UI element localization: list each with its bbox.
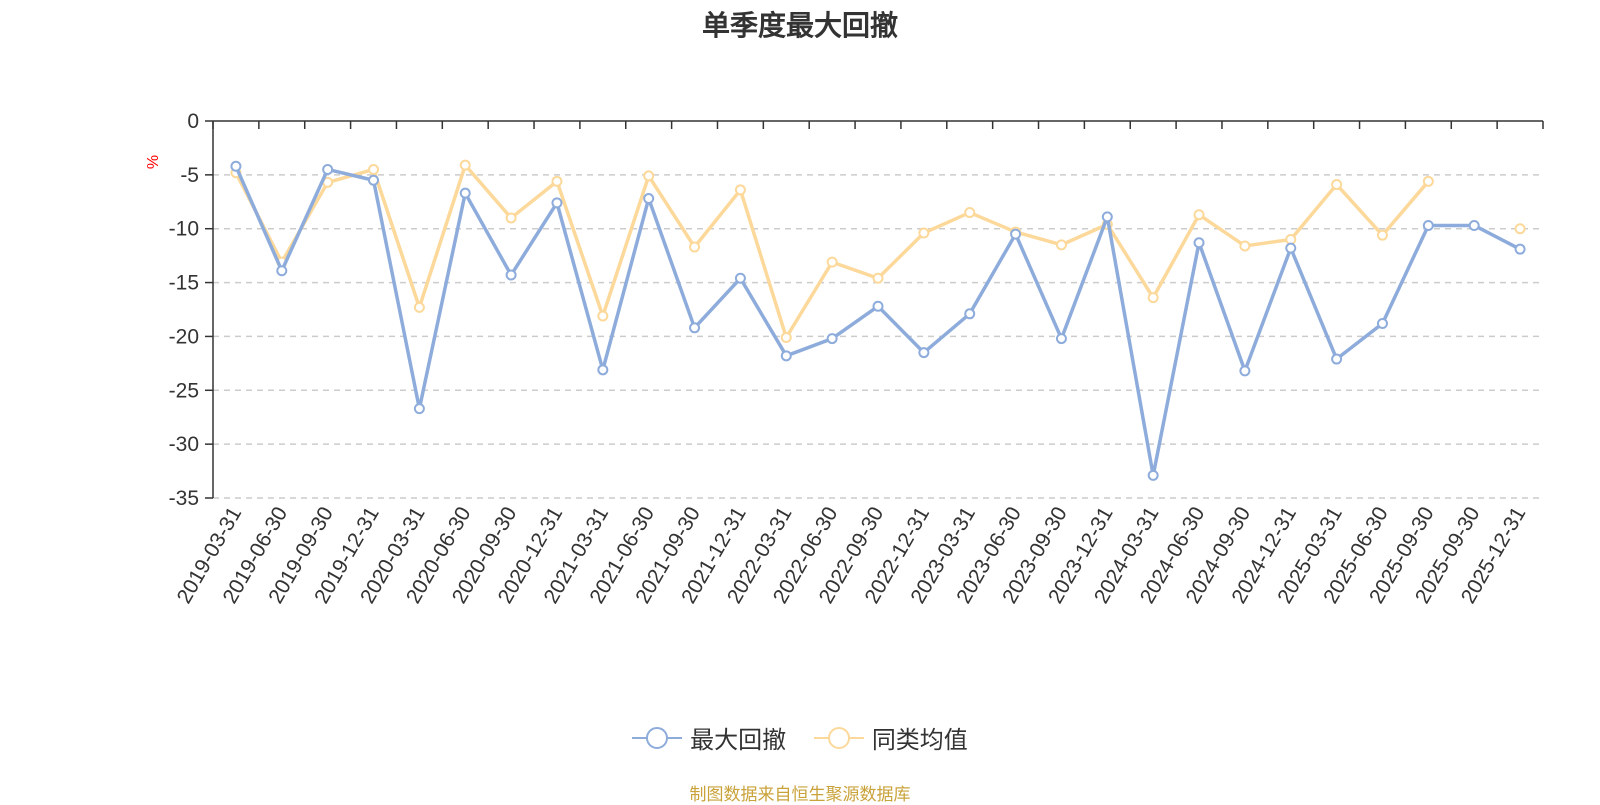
data-point[interactable] — [368, 174, 380, 186]
legend: 最大回撤 同类均值 — [0, 720, 1600, 757]
y-tick-labels: 0 -5 -10 -15 -20 -25 -30 -35 — [169, 110, 199, 510]
y-tick-label: -30 — [169, 433, 199, 456]
data-point[interactable] — [1331, 353, 1343, 365]
data-point[interactable] — [551, 175, 563, 187]
data-point[interactable] — [322, 163, 334, 175]
x-tick-labels: 2019-03-312019-06-302019-09-302019-12-31… — [173, 503, 1531, 608]
data-point[interactable] — [1239, 365, 1251, 377]
legend-label: 最大回撤 — [690, 726, 787, 754]
data-point[interactable] — [1147, 469, 1159, 481]
data-point[interactable] — [872, 272, 884, 284]
data-point[interactable] — [276, 265, 288, 277]
data-point[interactable] — [505, 269, 517, 281]
data-point[interactable] — [597, 364, 609, 376]
data-point[interactable] — [964, 207, 976, 219]
chart-title: 单季度最大回撤 — [701, 9, 898, 42]
data-point[interactable] — [368, 163, 380, 175]
legend-item-max-drawdown[interactable]: 最大回撤 — [632, 720, 786, 755]
grid-lines — [213, 174, 1543, 499]
data-point[interactable] — [1055, 239, 1067, 251]
data-point[interactable] — [1285, 242, 1297, 254]
source-note: 制图数据来自恒生聚源数据库 — [689, 785, 911, 805]
data-point[interactable] — [689, 322, 701, 334]
data-point[interactable] — [643, 170, 655, 182]
y-tick-label: -35 — [169, 487, 199, 510]
data-point[interactable] — [1239, 240, 1251, 252]
data-point[interactable] — [505, 212, 517, 224]
series-group — [230, 159, 1526, 481]
data-point[interactable] — [551, 197, 563, 209]
data-point[interactable] — [459, 159, 471, 171]
data-point[interactable] — [1376, 229, 1388, 241]
legend-label: 同类均值 — [871, 726, 968, 754]
data-point[interactable] — [780, 350, 792, 362]
data-point[interactable] — [918, 347, 930, 359]
data-point[interactable] — [734, 184, 746, 196]
data-point[interactable] — [1331, 179, 1343, 191]
data-point[interactable] — [1193, 237, 1205, 249]
y-tick-label: 0 — [187, 110, 199, 133]
y-axis-unit: % — [145, 155, 162, 169]
y-tick-label: -25 — [169, 379, 199, 402]
legend-line-circle-icon — [632, 726, 683, 749]
line-chart: 0 -5 -10 -15 -20 -25 -30 -35 2019-03-312019-06-… — [145, 110, 1544, 608]
data-point[interactable] — [413, 301, 425, 313]
data-point[interactable] — [826, 256, 838, 268]
data-point[interactable] — [964, 308, 976, 320]
data-point[interactable] — [459, 187, 471, 199]
data-point[interactable] — [918, 227, 930, 239]
series-line — [234, 165, 1521, 478]
axes — [205, 120, 1544, 499]
data-point[interactable] — [597, 310, 609, 322]
data-point[interactable] — [780, 332, 792, 344]
data-point[interactable] — [872, 300, 884, 312]
data-point[interactable] — [230, 160, 242, 172]
data-point[interactable] — [1147, 292, 1159, 304]
data-point[interactable] — [689, 241, 701, 253]
y-tick-label: -20 — [169, 325, 199, 348]
data-point[interactable] — [1010, 228, 1022, 240]
data-point[interactable] — [1514, 223, 1526, 235]
legend-line-circle-icon — [813, 726, 864, 749]
data-point[interactable] — [643, 193, 655, 205]
data-point[interactable] — [1514, 243, 1526, 255]
data-point[interactable] — [734, 272, 746, 284]
y-tick-label: -10 — [169, 218, 199, 241]
data-point[interactable] — [1376, 318, 1388, 330]
legend-item-peer-average[interactable]: 同类均值 — [813, 720, 968, 755]
data-point[interactable] — [1468, 219, 1480, 231]
y-tick-label: -5 — [180, 164, 199, 187]
data-point[interactable] — [1422, 219, 1434, 231]
series-line — [234, 163, 1430, 340]
series-peer-average — [230, 159, 1526, 344]
data-point[interactable] — [1422, 175, 1434, 187]
data-point[interactable] — [1055, 333, 1067, 345]
series-max-drawdown — [230, 160, 1526, 481]
data-point[interactable] — [413, 403, 425, 415]
data-point[interactable] — [1193, 209, 1205, 221]
data-point[interactable] — [1101, 211, 1113, 223]
y-tick-label: -15 — [169, 272, 199, 295]
data-point[interactable] — [826, 333, 838, 345]
